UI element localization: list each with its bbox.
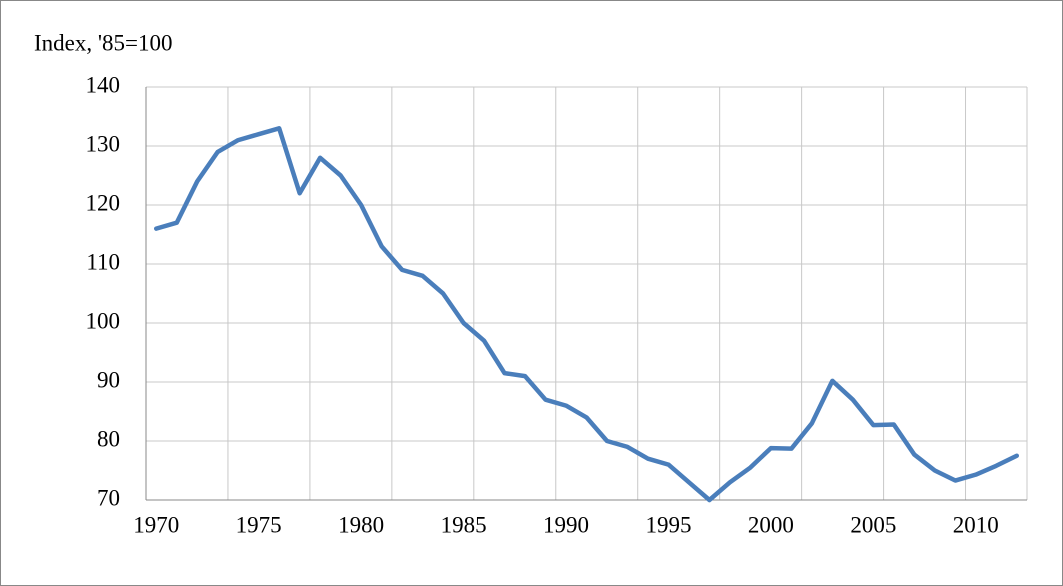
x-tick-label: 1975 — [236, 512, 282, 537]
y-tick-label: 130 — [86, 131, 121, 156]
x-tick-label: 2010 — [953, 512, 999, 537]
x-tick-label: 1990 — [543, 512, 589, 537]
data-line — [153, 126, 1020, 503]
y-tick-label: 120 — [86, 190, 121, 215]
y-tick-label: 80 — [97, 426, 120, 451]
x-tick-label: 2000 — [748, 512, 794, 537]
x-tick-label: 1980 — [338, 512, 384, 537]
x-tick-label: 1985 — [441, 512, 487, 537]
x-tick-label: 2005 — [850, 512, 896, 537]
y-tick-label: 100 — [86, 308, 121, 333]
y-tick-label: 140 — [86, 72, 121, 97]
y-tick-label: 70 — [97, 485, 120, 510]
x-tick-label: 1970 — [133, 512, 179, 537]
y-tick-label: 90 — [97, 367, 120, 392]
y-axis-title: Index, '85=100 — [34, 30, 172, 55]
x-tick-label: 1995 — [645, 512, 691, 537]
y-tick-label: 110 — [86, 249, 120, 274]
